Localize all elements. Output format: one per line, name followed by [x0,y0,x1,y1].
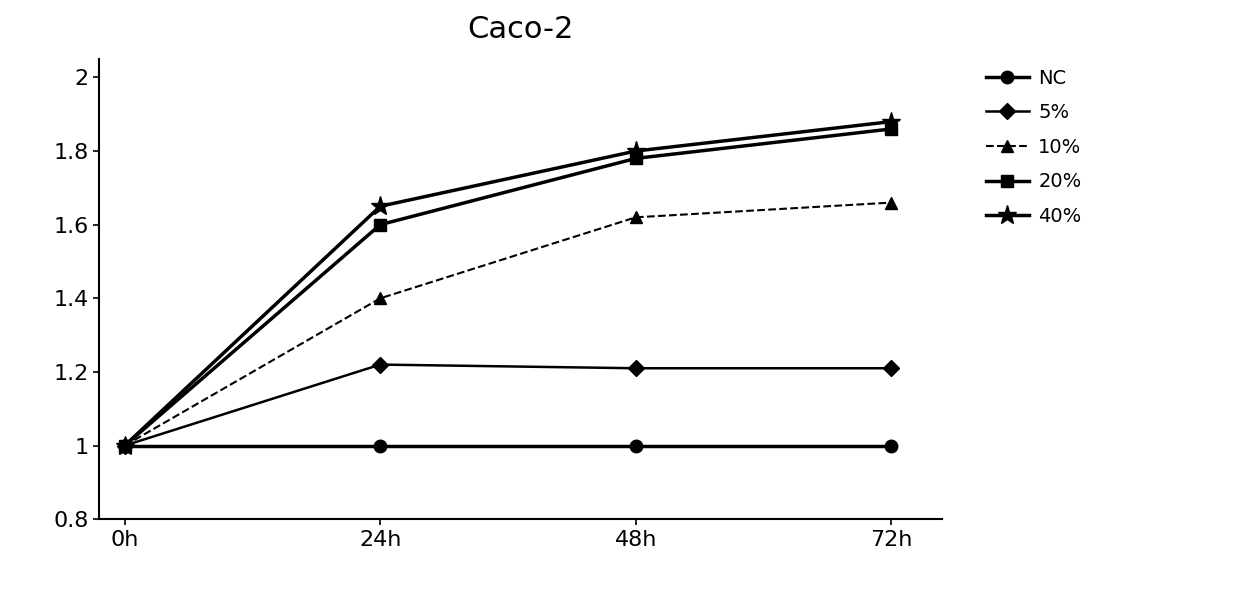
Legend: NC, 5%, 10%, 20%, 40%: NC, 5%, 10%, 20%, 40% [986,68,1081,226]
Title: Caco-2: Caco-2 [467,15,574,44]
